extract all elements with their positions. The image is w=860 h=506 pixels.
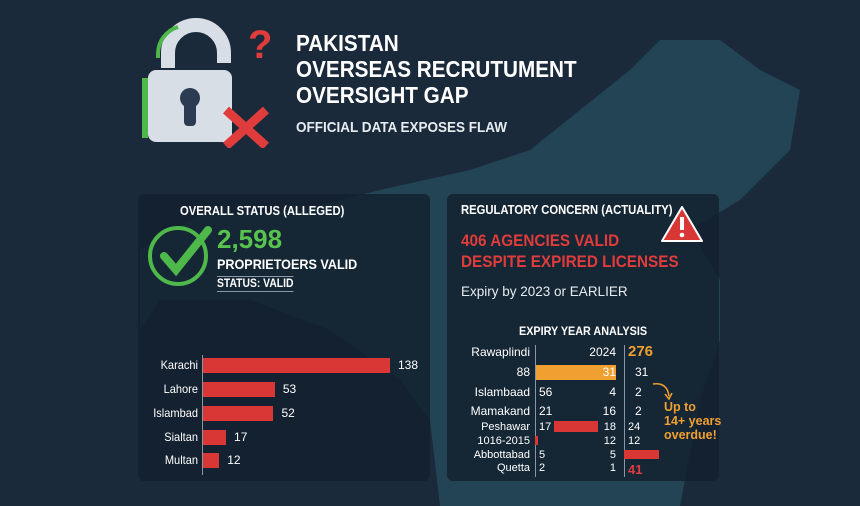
bar-multan bbox=[203, 453, 220, 468]
row-label: Peshawar bbox=[481, 421, 530, 433]
bar-label: Islambad bbox=[153, 406, 198, 420]
bar-label: Multan bbox=[164, 453, 198, 467]
warning-triangle-icon bbox=[661, 206, 703, 242]
title-line: PAKISTAN bbox=[296, 30, 399, 56]
row-col1: 56 bbox=[539, 385, 553, 399]
regulatory-heading: REGULATORY CONCERN (ACTUALITY) bbox=[461, 203, 673, 217]
valid-count-label: PROPRIETOERS VALID bbox=[217, 256, 358, 272]
row-col2: 31 bbox=[602, 365, 616, 379]
bar-label: Sialtan bbox=[164, 430, 198, 444]
highlight-bar bbox=[536, 365, 616, 380]
row-col2: 5 bbox=[609, 449, 616, 461]
bar-sialtan bbox=[203, 430, 227, 445]
overall-status-card bbox=[138, 194, 430, 481]
row-col1: 21 bbox=[539, 404, 553, 418]
row-col3: 2 bbox=[635, 404, 642, 418]
bar-label: Karachi bbox=[160, 358, 198, 372]
row-col3: 2 bbox=[635, 385, 642, 399]
row-col1: 5 bbox=[539, 449, 546, 461]
row-col3: 276 bbox=[628, 343, 654, 360]
row-col1: 2 bbox=[539, 462, 546, 474]
title-line: OVERSEAS RECRUTUMENT bbox=[296, 56, 577, 82]
row-col2: 1 bbox=[609, 462, 616, 474]
bar-value: 17 bbox=[234, 430, 248, 444]
svg-text:?: ? bbox=[248, 23, 272, 67]
alert-line-2: DESPITE EXPIRED LICENSES bbox=[461, 252, 679, 271]
row-col3: 31 bbox=[635, 365, 649, 379]
row-col3: 41 bbox=[628, 462, 643, 477]
row-label: Quetta bbox=[496, 462, 530, 474]
bar-value: 53 bbox=[282, 382, 297, 396]
status-label: STATUS: VALID bbox=[217, 276, 294, 292]
bar-karachi bbox=[203, 358, 390, 373]
row-label: Abbottabad bbox=[473, 449, 530, 461]
callout-line: 14+ years bbox=[664, 414, 722, 428]
page-title: PAKISTAN OVERSEAS RECRUTUMENT OVERSIGHT … bbox=[296, 30, 577, 108]
row-col2: 4 bbox=[609, 385, 616, 399]
bar-value: 12 bbox=[227, 453, 241, 467]
row-label: Mamakand bbox=[470, 404, 530, 418]
callout-line: overdue! bbox=[664, 428, 717, 442]
row-col2: 12 bbox=[603, 435, 616, 447]
alert-line-1: 406 AGENCIES VALID bbox=[461, 231, 620, 250]
bar-axis bbox=[202, 355, 203, 475]
expiry-note: Expiry by 2023 or EARLIER bbox=[461, 284, 628, 299]
subtitle: OFFICIAL DATA EXPOSES FLAW bbox=[296, 119, 508, 136]
peshawar-bar bbox=[554, 421, 598, 432]
overdue-callout: Up to 14+ years overdue! bbox=[664, 400, 721, 442]
valid-count: 2,598 bbox=[217, 224, 283, 254]
row-col3: 24 bbox=[628, 421, 641, 433]
row-label: Islambaad bbox=[474, 385, 530, 399]
callout-line: Up to bbox=[664, 400, 696, 414]
analysis-title: EXPIRY YEAR ANALYSIS bbox=[519, 324, 648, 338]
row-col2: 2024 bbox=[589, 345, 616, 359]
curved-arrow-icon bbox=[652, 383, 673, 401]
row-col2: 16 bbox=[602, 404, 616, 418]
overall-status-heading: OVERALL STATUS (ALLEGED) bbox=[180, 204, 345, 218]
green-checkmark-icon bbox=[148, 226, 212, 286]
row-col2: 18 bbox=[603, 421, 616, 433]
abbottabad-bar bbox=[624, 450, 659, 459]
bar-lahore bbox=[203, 382, 275, 397]
bar-value: 138 bbox=[398, 358, 419, 372]
row-label: 88 bbox=[516, 365, 530, 379]
broken-padlock-icon: ? bbox=[142, 18, 272, 148]
bar-value: 52 bbox=[281, 406, 295, 420]
row-label: Rawaplindi bbox=[471, 345, 530, 359]
bar-islambad bbox=[203, 406, 274, 421]
row-col3: 12 bbox=[628, 435, 641, 447]
column-divider bbox=[624, 345, 625, 477]
range-bar bbox=[535, 436, 538, 445]
column-divider bbox=[535, 345, 536, 477]
title-line: OVERSIGHT GAP bbox=[296, 82, 469, 108]
bar-label: Lahore bbox=[163, 382, 198, 396]
row-col1: 17 bbox=[539, 421, 552, 433]
row-label: 1016-2015 bbox=[477, 435, 530, 447]
